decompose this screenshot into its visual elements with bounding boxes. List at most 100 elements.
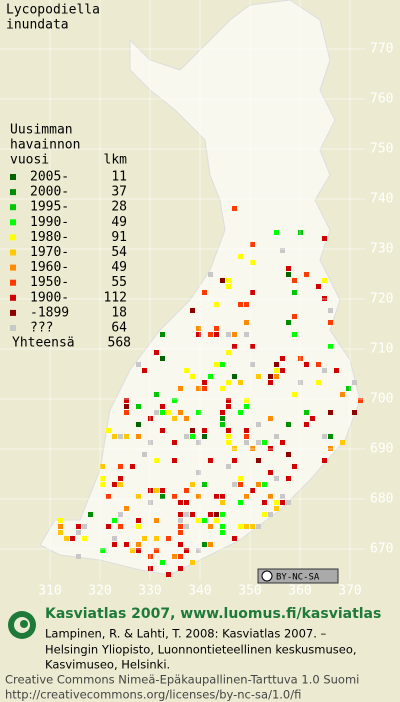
record-square xyxy=(58,530,63,535)
legend-swatch xyxy=(10,249,16,256)
record-square xyxy=(178,512,183,517)
record-square xyxy=(274,230,279,235)
record-square xyxy=(220,500,225,505)
record-square xyxy=(250,524,255,529)
record-square xyxy=(82,536,87,541)
record-square xyxy=(316,380,321,385)
record-square xyxy=(244,440,249,445)
record-square xyxy=(244,302,249,307)
record-square xyxy=(166,536,171,541)
record-square xyxy=(76,554,81,559)
record-square xyxy=(274,434,279,439)
record-square xyxy=(268,470,273,475)
record-square xyxy=(316,284,321,289)
record-square xyxy=(238,476,243,481)
record-square xyxy=(136,434,141,439)
record-square xyxy=(136,494,141,499)
legend-swatch xyxy=(10,279,16,286)
record-square xyxy=(322,278,327,283)
record-square xyxy=(238,410,243,415)
record-square xyxy=(286,320,291,325)
record-square xyxy=(112,518,117,523)
record-square xyxy=(100,482,105,487)
record-square xyxy=(220,524,225,529)
record-square xyxy=(190,512,195,517)
record-square xyxy=(208,512,213,517)
record-square xyxy=(112,482,117,487)
record-square xyxy=(178,566,183,571)
record-square xyxy=(172,458,177,463)
record-square xyxy=(106,428,111,433)
record-square xyxy=(100,464,105,469)
legend-swatch xyxy=(10,219,16,226)
grid-x-label: 330 xyxy=(138,584,161,599)
record-square xyxy=(250,488,255,493)
record-square xyxy=(280,368,285,373)
record-square xyxy=(238,302,243,307)
record-square xyxy=(202,386,207,391)
record-square xyxy=(154,518,159,523)
legend-label: ??? xyxy=(30,321,53,336)
record-square xyxy=(178,386,183,391)
legend-swatch xyxy=(10,294,16,301)
record-square xyxy=(244,398,249,403)
legend-label: 1950- xyxy=(30,275,69,290)
record-square xyxy=(118,524,123,529)
record-square xyxy=(262,512,267,517)
record-square xyxy=(238,500,243,505)
record-square xyxy=(208,524,213,529)
record-square xyxy=(196,410,201,415)
legend-swatch xyxy=(10,264,16,271)
cc-badge: BY-NC-SA xyxy=(257,568,339,584)
record-square xyxy=(172,494,177,499)
record-square xyxy=(226,428,231,433)
record-square xyxy=(280,356,285,361)
record-square xyxy=(232,536,237,541)
record-square xyxy=(292,464,297,469)
logo-swirl xyxy=(20,620,28,628)
record-square xyxy=(292,314,297,319)
record-square xyxy=(136,542,141,547)
grid-y-label: 770 xyxy=(370,42,393,57)
record-square xyxy=(184,512,189,517)
record-square xyxy=(202,290,207,295)
record-square xyxy=(274,476,279,481)
grid: 770 760 750 740 730 720 710 700 690 680 670 310 320 3… xyxy=(0,0,393,599)
record-square xyxy=(214,302,219,307)
grid-y-label: 720 xyxy=(370,292,393,307)
record-square xyxy=(244,320,249,325)
record-square xyxy=(226,380,231,385)
record-square xyxy=(352,410,357,415)
badge-box xyxy=(257,568,339,584)
legend-label: 1900- xyxy=(30,290,69,305)
record-square xyxy=(268,374,273,379)
record-square xyxy=(220,278,225,283)
legend-count: 37 xyxy=(111,185,127,200)
record-square xyxy=(310,416,315,421)
record-square xyxy=(268,416,273,421)
record-square xyxy=(328,344,333,349)
record-square xyxy=(226,350,231,355)
record-square xyxy=(202,482,207,487)
record-square xyxy=(178,524,183,529)
legend-count: 112 xyxy=(104,290,127,305)
record-square xyxy=(142,536,147,541)
grid-y-label: 670 xyxy=(370,542,393,557)
grid-x-label: 370 xyxy=(338,584,361,599)
record-square xyxy=(256,422,261,427)
record-square xyxy=(160,332,165,337)
legend-swatch xyxy=(10,325,16,331)
record-square xyxy=(190,374,195,379)
record-square xyxy=(232,332,237,337)
record-square xyxy=(280,440,285,445)
record-square xyxy=(244,404,249,409)
record-square xyxy=(328,308,333,313)
record-square xyxy=(136,548,141,553)
legend-header: havainnon xyxy=(10,138,80,153)
legend-swatch xyxy=(10,204,16,211)
record-square xyxy=(184,548,189,553)
record-square xyxy=(232,206,237,211)
record-square xyxy=(244,494,249,499)
citation: Lampinen, R. & Lahti, T. 2008: Kasviatla… xyxy=(45,627,327,641)
record-square xyxy=(112,434,117,439)
